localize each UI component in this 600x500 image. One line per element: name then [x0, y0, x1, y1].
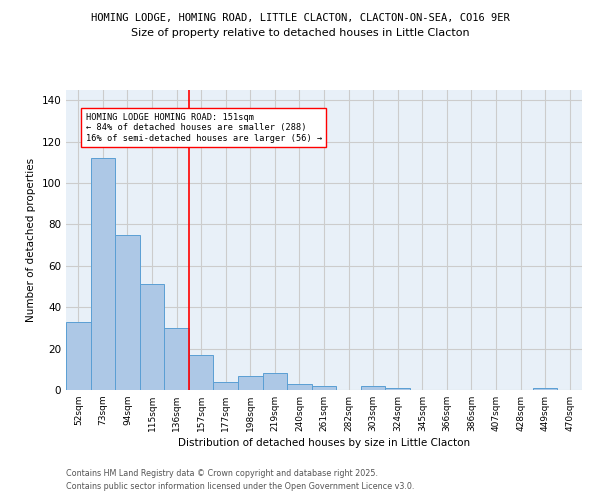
- Bar: [164, 328, 189, 390]
- Bar: [385, 388, 410, 390]
- Y-axis label: Number of detached properties: Number of detached properties: [26, 158, 36, 322]
- Bar: [91, 158, 115, 390]
- Bar: [287, 384, 312, 390]
- Bar: [214, 382, 238, 390]
- Bar: [238, 376, 263, 390]
- Bar: [115, 235, 140, 390]
- Text: Contains public sector information licensed under the Open Government Licence v3: Contains public sector information licen…: [66, 482, 415, 491]
- Text: HOMING LODGE HOMING ROAD: 151sqm
← 84% of detached houses are smaller (288)
16% : HOMING LODGE HOMING ROAD: 151sqm ← 84% o…: [86, 113, 322, 142]
- Bar: [189, 355, 214, 390]
- Bar: [361, 386, 385, 390]
- Text: Contains HM Land Registry data © Crown copyright and database right 2025.: Contains HM Land Registry data © Crown c…: [66, 468, 378, 477]
- Bar: [66, 322, 91, 390]
- Bar: [312, 386, 336, 390]
- Text: Size of property relative to detached houses in Little Clacton: Size of property relative to detached ho…: [131, 28, 469, 38]
- Bar: [140, 284, 164, 390]
- Text: HOMING LODGE, HOMING ROAD, LITTLE CLACTON, CLACTON-ON-SEA, CO16 9ER: HOMING LODGE, HOMING ROAD, LITTLE CLACTO…: [91, 12, 509, 22]
- Bar: [263, 374, 287, 390]
- X-axis label: Distribution of detached houses by size in Little Clacton: Distribution of detached houses by size …: [178, 438, 470, 448]
- Bar: [533, 388, 557, 390]
